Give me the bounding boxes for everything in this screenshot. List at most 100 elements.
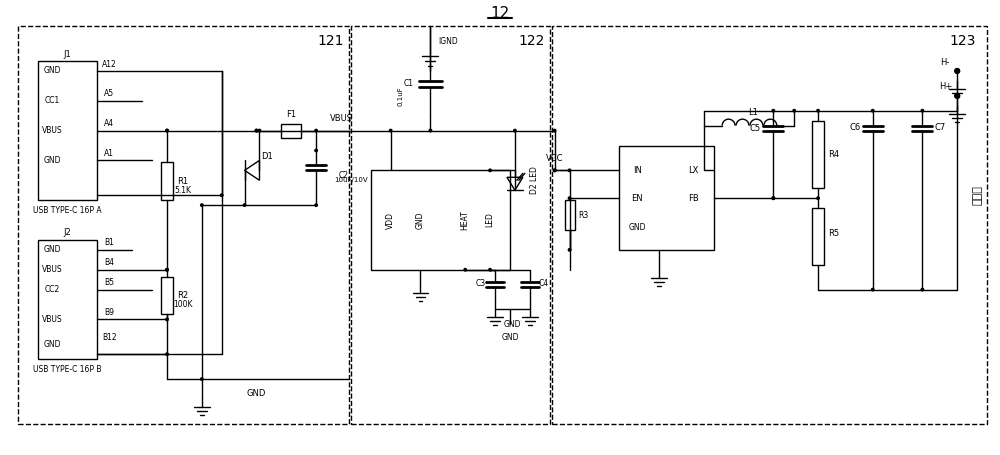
Bar: [812, 121, 824, 188]
Text: B9: B9: [104, 308, 114, 317]
Circle shape: [553, 169, 556, 172]
Circle shape: [921, 110, 924, 112]
Circle shape: [772, 197, 775, 199]
Circle shape: [871, 288, 874, 291]
Circle shape: [315, 204, 317, 207]
Text: 100K: 100K: [173, 300, 193, 309]
Text: HEAT: HEAT: [461, 210, 470, 230]
Circle shape: [315, 129, 317, 132]
Circle shape: [489, 268, 491, 271]
Bar: [38, 240, 97, 359]
Text: J1: J1: [64, 50, 72, 59]
Circle shape: [166, 129, 168, 132]
Text: GND: GND: [628, 223, 646, 233]
Circle shape: [166, 268, 168, 271]
Text: GND: GND: [503, 320, 521, 329]
Circle shape: [255, 129, 258, 132]
Circle shape: [568, 248, 571, 251]
Text: A4: A4: [104, 119, 114, 128]
Text: C3: C3: [476, 279, 486, 288]
Bar: [619, 146, 714, 250]
Circle shape: [817, 110, 819, 112]
Text: 0.1uF: 0.1uF: [398, 86, 404, 106]
Text: A1: A1: [104, 149, 114, 158]
Bar: [281, 124, 301, 137]
Text: GND: GND: [501, 333, 519, 342]
Circle shape: [464, 268, 466, 271]
Text: 10uF/10V: 10uF/10V: [334, 177, 368, 183]
Text: A5: A5: [104, 89, 114, 98]
Circle shape: [772, 197, 775, 199]
Circle shape: [243, 204, 246, 207]
Text: C4: C4: [539, 279, 549, 288]
Text: CC2: CC2: [45, 285, 60, 294]
Text: R1: R1: [177, 177, 189, 186]
Text: 12: 12: [490, 6, 510, 21]
Text: R2: R2: [177, 291, 189, 300]
Text: D1: D1: [262, 152, 273, 161]
Text: LED: LED: [486, 212, 495, 228]
Text: IGND: IGND: [438, 37, 458, 46]
Text: B1: B1: [104, 238, 114, 248]
Text: 121: 121: [318, 34, 344, 48]
Text: 122: 122: [519, 34, 545, 48]
Circle shape: [220, 194, 223, 197]
Circle shape: [166, 268, 168, 271]
Text: B12: B12: [102, 333, 117, 342]
Text: USB TYPE-C 16P A: USB TYPE-C 16P A: [33, 206, 102, 215]
Text: GND: GND: [44, 156, 61, 165]
Bar: [565, 200, 575, 230]
Text: FB: FB: [688, 194, 699, 202]
Text: 雾化芯: 雾化芯: [972, 185, 982, 205]
Bar: [161, 162, 173, 200]
Circle shape: [871, 110, 874, 112]
Text: VDD: VDD: [386, 212, 395, 228]
Circle shape: [921, 288, 924, 291]
Text: USB TYPE-C 16P B: USB TYPE-C 16P B: [33, 364, 102, 374]
Circle shape: [568, 169, 571, 172]
Text: VBUS: VBUS: [329, 114, 352, 123]
Circle shape: [568, 197, 571, 199]
Circle shape: [955, 93, 960, 98]
Text: C6: C6: [849, 123, 860, 132]
Circle shape: [553, 169, 556, 172]
Text: 123: 123: [949, 34, 975, 48]
Text: L1: L1: [749, 108, 758, 117]
Text: A12: A12: [102, 60, 117, 69]
Circle shape: [553, 129, 556, 132]
Text: GND: GND: [44, 340, 61, 349]
Text: H-: H-: [941, 57, 950, 66]
Bar: [351, 26, 550, 424]
Text: VCC: VCC: [546, 154, 563, 163]
Bar: [18, 26, 349, 424]
Text: R5: R5: [828, 229, 840, 238]
Circle shape: [201, 378, 203, 380]
Circle shape: [389, 129, 392, 132]
Bar: [552, 26, 987, 424]
Circle shape: [255, 129, 258, 132]
Circle shape: [315, 149, 317, 152]
Text: F1: F1: [286, 110, 296, 119]
Bar: [812, 208, 824, 265]
Circle shape: [793, 110, 795, 112]
Text: VBUS: VBUS: [42, 315, 63, 324]
Text: C5: C5: [750, 124, 761, 133]
Text: VBUS: VBUS: [42, 126, 63, 135]
Text: R3: R3: [578, 211, 589, 220]
Text: R4: R4: [828, 150, 840, 159]
Circle shape: [955, 68, 960, 73]
Text: C7: C7: [935, 123, 946, 132]
Bar: [38, 61, 97, 200]
Circle shape: [166, 353, 168, 355]
Text: B5: B5: [104, 278, 114, 287]
Text: C2: C2: [339, 171, 349, 180]
Circle shape: [817, 197, 819, 199]
Text: B4: B4: [104, 258, 114, 267]
Circle shape: [166, 129, 168, 132]
Circle shape: [429, 129, 432, 132]
Text: GND: GND: [44, 66, 61, 76]
Circle shape: [258, 129, 261, 132]
Circle shape: [166, 318, 168, 321]
Text: LX: LX: [689, 166, 699, 175]
Circle shape: [489, 169, 491, 172]
